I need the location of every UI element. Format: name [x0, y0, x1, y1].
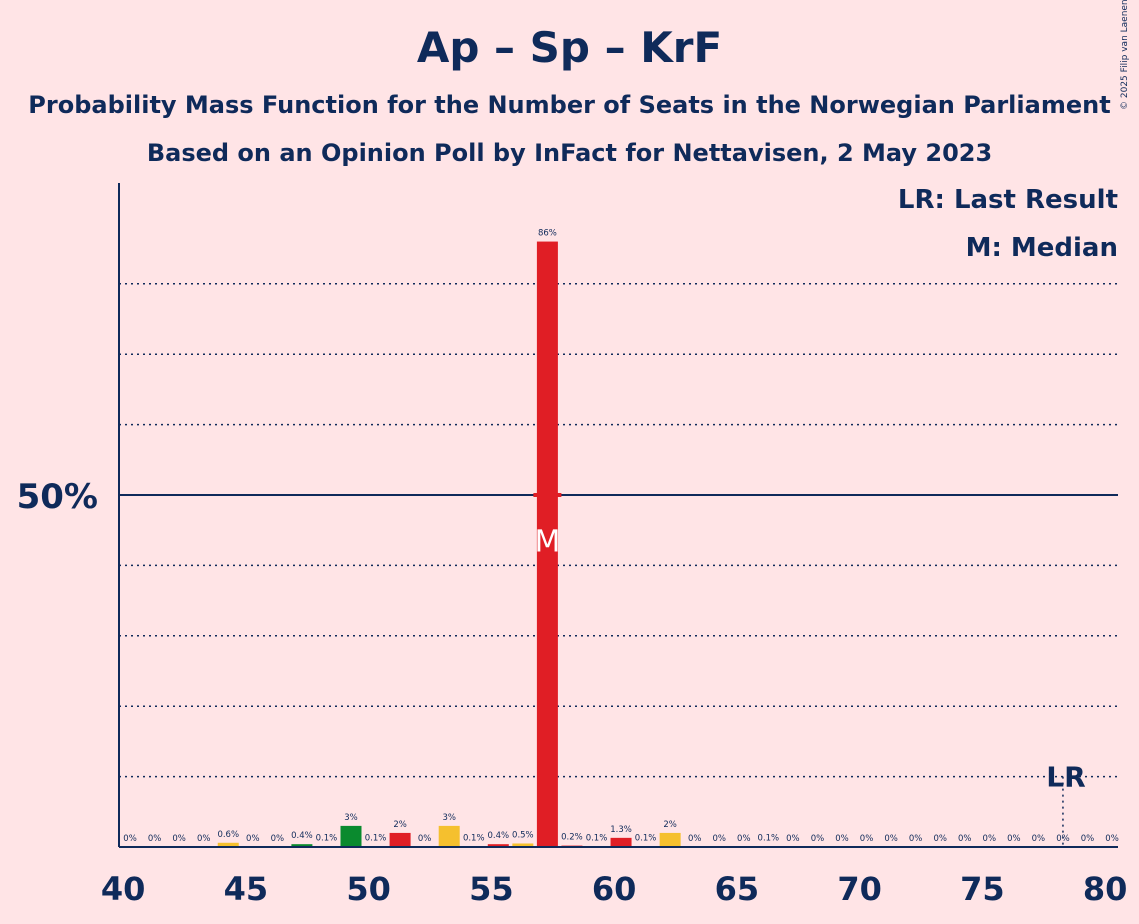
- bar: [217, 842, 239, 847]
- chart-subtitle-source: Based on an Opinion Poll by InFact for N…: [146, 139, 993, 167]
- bar-value-label: 0.1%: [635, 833, 657, 843]
- median-marker: M: [534, 524, 560, 559]
- y-tick-label: 50%: [17, 477, 98, 517]
- bar: [291, 844, 313, 847]
- bar-value-label: 2%: [663, 820, 677, 830]
- x-tick-label: 70: [837, 870, 882, 908]
- bar-value-label: 0%: [909, 834, 923, 844]
- x-tick-label: 60: [592, 870, 637, 908]
- bar-value-label: 0%: [172, 834, 186, 844]
- chart-title: Ap – Sp – KrF: [416, 23, 723, 72]
- bar-value-label: 0%: [123, 834, 137, 844]
- bar-value-label: 0%: [1007, 834, 1021, 844]
- bar: [659, 832, 681, 847]
- bar-value-label: 0%: [860, 834, 874, 844]
- bar-value-label: 0.4%: [487, 831, 509, 841]
- bar-value-label: 0%: [1056, 834, 1070, 844]
- legend-median: M: Median: [965, 233, 1118, 263]
- bar-value-label: 3%: [442, 813, 456, 823]
- bar-value-label: 1.3%: [610, 825, 632, 835]
- x-tick-label: 65: [715, 870, 760, 908]
- x-tick-label: 75: [960, 870, 1005, 908]
- bar: [389, 832, 411, 847]
- bar-value-label: 0%: [835, 834, 849, 844]
- x-tick-label: 50: [346, 870, 391, 908]
- bar-value-label: 0%: [197, 834, 211, 844]
- bar: [487, 844, 509, 847]
- bar-value-label: 0.4%: [291, 831, 313, 841]
- bar-value-label: 0%: [688, 834, 702, 844]
- bar-value-label: 0%: [1032, 834, 1046, 844]
- bar-value-label: 86%: [538, 229, 557, 239]
- x-tick-label: 55: [469, 870, 514, 908]
- bar-value-label: 0.1%: [316, 833, 338, 843]
- bar-value-label: 0%: [737, 834, 751, 844]
- bar-value-label: 0.1%: [586, 833, 608, 843]
- bar-value-label: 0%: [418, 834, 432, 844]
- bar-value-label: 0.1%: [365, 833, 387, 843]
- bar: [512, 843, 534, 847]
- chart-subtitle: Probability Mass Function for the Number…: [28, 91, 1111, 119]
- bar: [610, 837, 632, 847]
- bar-value-label: 0.2%: [561, 833, 583, 843]
- bar-value-label: 0%: [148, 834, 162, 844]
- bar-value-label: 0%: [246, 834, 260, 844]
- bar: [438, 825, 460, 847]
- x-tick-label: 40: [101, 870, 146, 908]
- x-tick-label: 45: [224, 870, 269, 908]
- bar-value-label: 0%: [271, 834, 285, 844]
- bar-value-label: 3%: [344, 813, 358, 823]
- bar-value-label: 0%: [1081, 834, 1095, 844]
- bar-value-label: 0%: [786, 834, 800, 844]
- bar-value-label: 0.1%: [758, 833, 780, 843]
- bar-value-label: 2%: [393, 820, 407, 830]
- bar-value-label: 0%: [933, 834, 947, 844]
- bar-value-label: 0%: [712, 834, 726, 844]
- x-tick-label: 80: [1083, 870, 1128, 908]
- bar: [340, 825, 362, 847]
- bar-value-label: 0%: [958, 834, 972, 844]
- bar-value-label: 0%: [811, 834, 825, 844]
- bar-value-label: 0%: [1105, 834, 1119, 844]
- legend-last-result: LR: Last Result: [897, 185, 1118, 215]
- bar-value-label: 0.6%: [217, 830, 239, 840]
- median-gap: [533, 493, 562, 497]
- bar-value-label: 0%: [983, 834, 997, 844]
- bar-value-label: 0.5%: [512, 830, 534, 840]
- bar-value-label: 0.1%: [463, 833, 485, 843]
- bar-value-label: 0%: [884, 834, 898, 844]
- last-result-label: LR: [1046, 761, 1085, 794]
- bar: [536, 241, 558, 847]
